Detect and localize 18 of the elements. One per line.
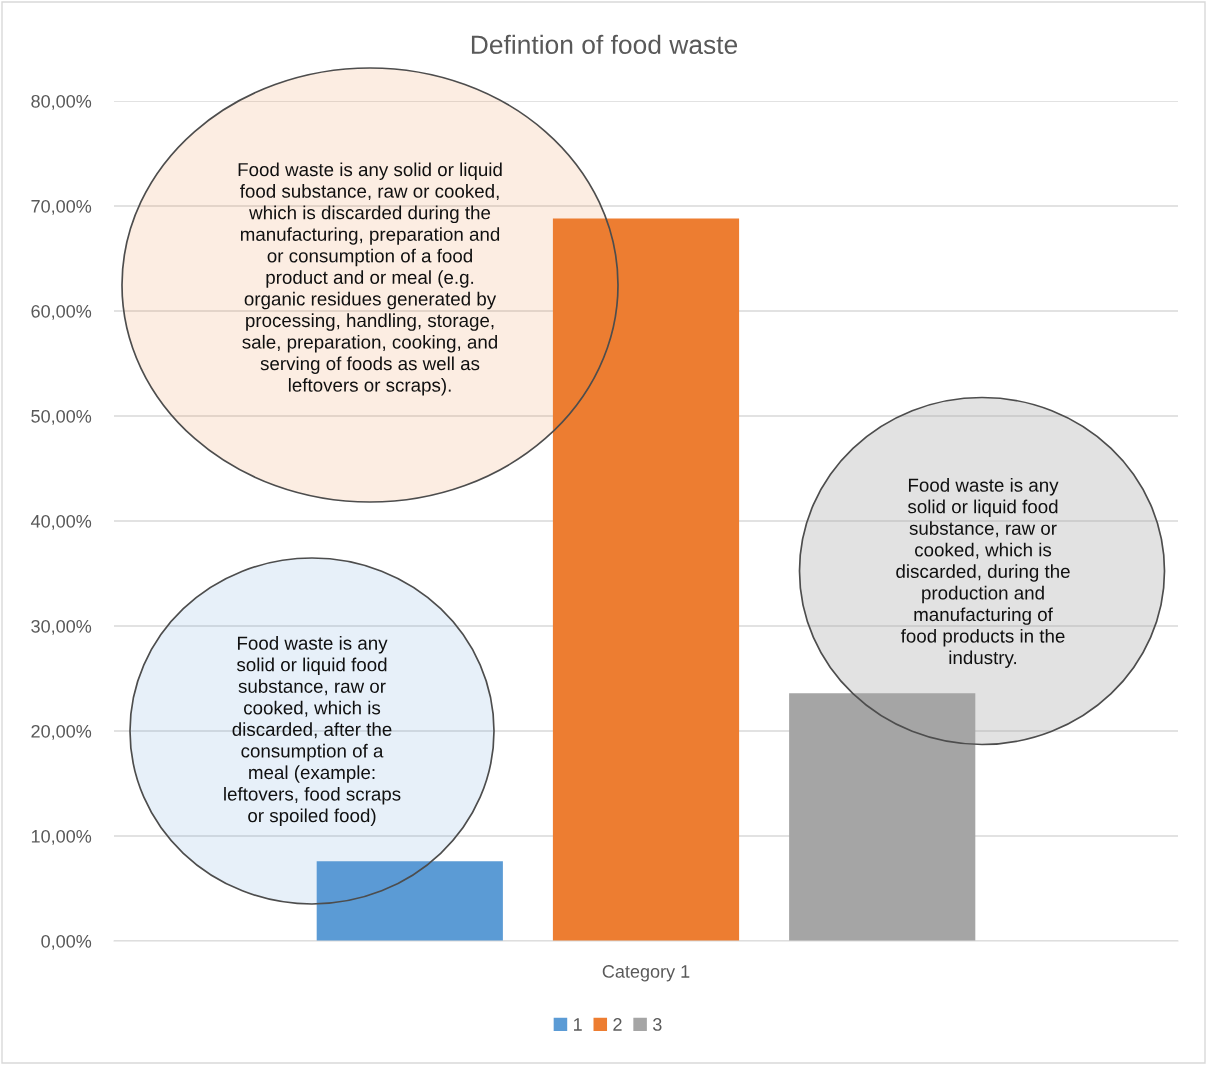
y-tick-label: 20,00% (31, 724, 92, 740)
x-tick-label: Category 1 (602, 965, 690, 982)
bar (552, 218, 740, 941)
legend-label: 1 (574, 1018, 582, 1031)
y-tick-label: 10,00% (31, 829, 92, 845)
legend-label: 3 (652, 1018, 662, 1031)
text: Food waste is any solid or liquid food substance, raw or cooked, which is discarded, during the production and manufacturing of food products in the industry. (896, 478, 1070, 668)
y-tick-label: 0,00% (41, 934, 92, 950)
y-tick-label: 70,00% (31, 199, 92, 215)
y-tick-label: 30,00% (31, 619, 92, 635)
y-tick-label: 50,00% (31, 409, 92, 425)
y-tick-label: 60,00% (31, 304, 92, 320)
legend-label: 2 (613, 1018, 622, 1031)
text: Food waste is any solid or liquid food substance, raw or cooked, which is discarded during the manufacturing, preparation and or consumption of a food product and or meal (e.g. organic residues generated by processing, handling, storage, sale, preparation, cooking, and serving of foods as well as leftovers or scraps). (238, 162, 502, 396)
chart-title: Defintion of food waste (471, 34, 738, 55)
y-tick-label: 80,00% (31, 94, 92, 110)
text: Food waste is any solid or liquid food substance, raw or cooked, which is discarded, after the consumption of a meal (example: leftovers, food scraps or spoiled food) (224, 636, 401, 826)
y-tick-label: 40,00% (30, 514, 92, 530)
